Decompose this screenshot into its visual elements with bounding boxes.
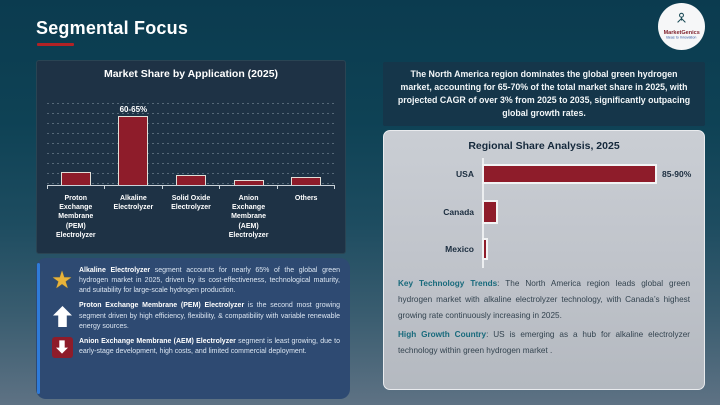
application-chart-plot: 60-65% xyxy=(47,103,335,185)
gridlines xyxy=(47,103,335,185)
insight-text-aem: Anion Exchange Membrane (AEM) Electrolyz… xyxy=(79,337,340,357)
bar-columns: 60-65% xyxy=(47,103,335,185)
note-lead: Key Technology Trends xyxy=(398,279,498,288)
regional-chart: USA 85-90% Canada Mexico xyxy=(384,158,704,268)
hbar-row-usa: USA 85-90% xyxy=(456,164,704,184)
bar-label-alkaline: 60-65% xyxy=(119,105,148,115)
axis-tick-cell xyxy=(105,186,163,189)
arrow-down-box xyxy=(51,336,73,358)
hbar-label-usa: USA xyxy=(456,169,474,179)
hbar-row-canada: Canada xyxy=(443,200,704,224)
insight-item-aem: Anion Exchange Membrane (AEM) Electrolyz… xyxy=(45,336,340,358)
bar-column-others xyxy=(277,177,335,185)
note-lead: High Growth Country xyxy=(398,329,487,339)
insight-lead: Alkaline Electrolyzer xyxy=(79,267,151,274)
bar-alkaline xyxy=(118,116,149,185)
category-labels: Proton Exchange Membrane (PEM) Electroly… xyxy=(47,191,335,240)
hbar-usa xyxy=(482,164,657,184)
x-axis xyxy=(47,185,336,189)
axis-tick-cell xyxy=(163,186,221,189)
note-body: : US is emerging as a hub for alkaline e… xyxy=(398,329,690,355)
note-key-technology-trends: Key Technology Trends: The North America… xyxy=(398,276,690,324)
axis-tick-cell xyxy=(47,186,106,189)
insight-text-pem: Proton Exchange Membrane (PEM) Electroly… xyxy=(79,301,340,331)
insight-item-alkaline: ★ Alkaline Electrolyzer segment accounts… xyxy=(45,266,340,296)
bar-pem xyxy=(60,171,91,185)
insight-item-pem: Proton Exchange Membrane (PEM) Electroly… xyxy=(45,301,340,331)
north-america-highlight-box: The North America region dominates the g… xyxy=(383,62,705,126)
bar-column-alkaline: 60-65% xyxy=(105,105,163,185)
bar-column-pem xyxy=(47,171,105,185)
insight-lead: Anion Exchange Membrane (AEM) Electrolyz… xyxy=(79,338,236,346)
bar-others xyxy=(291,177,322,185)
logo-tagline: Ideas to Innovation xyxy=(666,35,697,41)
category-label-solid-oxide: Solid Oxide Electrolyzer xyxy=(171,195,211,212)
bar-column-solid-oxide xyxy=(162,175,220,185)
regional-share-panel: Regional Share Analysis, 2025 USA 85-90%… xyxy=(383,130,705,390)
bar-column-aem xyxy=(220,180,278,185)
bar-solid-oxide xyxy=(175,175,206,185)
arrow-up-icon xyxy=(45,306,79,328)
segment-insights-box: ★ Alkaline Electrolyzer segment accounts… xyxy=(36,258,350,399)
accent-bar xyxy=(37,263,40,394)
note-body: : The North America region leads global … xyxy=(398,279,690,320)
axis-tick-cell xyxy=(278,186,336,189)
hbar-label-mexico: Mexico xyxy=(445,244,474,254)
hbar-value-usa: 85-90% xyxy=(662,169,692,179)
insight-lead: Proton Exchange Membrane (PEM) Electroly… xyxy=(79,302,245,310)
category-label-aem: Anion Exchange Membrane (AEM) Electrolyz… xyxy=(228,195,269,239)
note-high-growth-country: High Growth Country: US is emerging as a… xyxy=(398,327,690,359)
application-share-chart: Market Share by Application (2025) 60-65… xyxy=(36,60,346,254)
application-chart-title: Market Share by Application (2025) xyxy=(103,68,279,80)
logo-name: MarketGenics xyxy=(663,30,700,36)
hbar-label-canada: Canada xyxy=(443,207,474,217)
insight-body: segment accounts for nearly 65% of the g… xyxy=(79,267,340,295)
arrow-down-icon xyxy=(45,336,79,358)
page-title: Segmental Focus xyxy=(36,18,189,38)
category-label-pem: Proton Exchange Membrane (PEM) Electroly… xyxy=(55,195,96,239)
star-glyph: ★ xyxy=(51,267,73,295)
insight-text-alkaline: Alkaline Electrolyzer segment accounts f… xyxy=(79,266,340,296)
company-logo: MarketGenics Ideas to Innovation xyxy=(658,3,705,50)
regional-notes: Key Technology Trends: The North America… xyxy=(398,276,690,359)
hbar-canada xyxy=(482,200,498,224)
hbar-mexico xyxy=(482,238,488,260)
title-underline xyxy=(37,43,74,46)
insight-body: segment is least growing, due to early-s… xyxy=(79,338,340,356)
insight-body: is the second most growing segment drive… xyxy=(79,302,340,330)
category-label-others: Others xyxy=(294,195,318,202)
category-label-alkaline: Alkaline Electrolyzer xyxy=(113,195,154,212)
regional-chart-title: Regional Share Analysis, 2025 xyxy=(468,140,620,152)
axis-tick-cell xyxy=(220,186,278,189)
logo-icon xyxy=(675,12,688,30)
star-icon: ★ xyxy=(45,269,79,293)
hbar-row-mexico: Mexico xyxy=(445,238,704,260)
bar-aem xyxy=(233,180,264,185)
